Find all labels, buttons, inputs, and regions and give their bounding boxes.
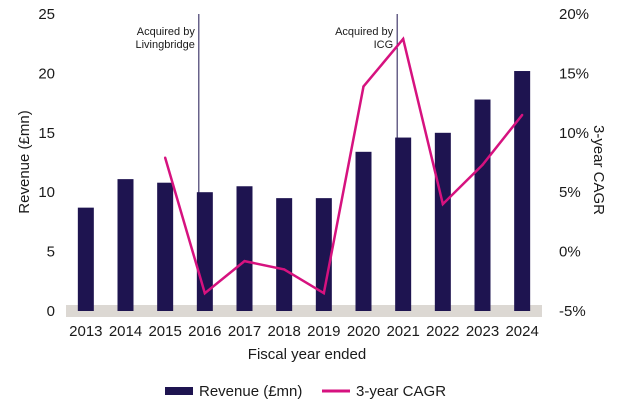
- y-right-tick-label: 5%: [559, 184, 581, 201]
- cagr-point: [441, 202, 445, 206]
- cagr-line: [163, 36, 524, 296]
- x-tick-label: 2018: [267, 323, 300, 340]
- y-tick-label: 10: [38, 184, 55, 201]
- x-tick-label: 2013: [69, 323, 102, 340]
- y-right-tick-label: 0%: [559, 244, 581, 261]
- x-tick-label: 2019: [307, 323, 340, 340]
- acquisition-label: Livingbridge: [136, 39, 195, 51]
- x-tick-label: 2023: [466, 323, 499, 340]
- x-axis: 2013 2014 2015 2016 2017 2018 2019 2020 2021 2022…: [69, 323, 539, 340]
- cagr-point: [282, 268, 286, 271]
- y-tick-label: 25: [38, 6, 55, 23]
- revenue-bar: [355, 151, 372, 311]
- cagr-point: [401, 37, 405, 41]
- cagr-point: [481, 163, 484, 167]
- y-tick-label: 20: [38, 65, 55, 82]
- cagr-point: [520, 113, 524, 117]
- cagr-point: [203, 291, 207, 295]
- revenue-bar: [395, 137, 412, 311]
- legend-label-cagr: 3-year CAGR: [356, 383, 446, 400]
- x-tick-label: 2017: [228, 323, 261, 340]
- revenue-bar: [117, 179, 134, 311]
- y-right-tick-label: -5%: [559, 303, 586, 320]
- y-axis-right-title: 3-year CAGR: [590, 125, 607, 215]
- y-tick-label: 15: [38, 125, 55, 142]
- legend-label-revenue: Revenue (£mn): [199, 383, 302, 400]
- y-right-tick-label: 10%: [559, 125, 589, 142]
- cagr-point: [163, 156, 167, 159]
- legend-swatch-revenue: [165, 387, 193, 395]
- cagr-point: [322, 291, 326, 295]
- revenue-bar: [236, 186, 253, 311]
- x-axis-title: Fiscal year ended: [248, 346, 366, 363]
- revenue-bars: [77, 71, 531, 311]
- legend: Revenue (£mn) 3-year CAGR: [165, 383, 446, 400]
- y-axis-title: Revenue (£mn): [16, 110, 33, 213]
- x-tick-label: 2022: [426, 323, 459, 340]
- x-tick-label: 2021: [386, 323, 419, 340]
- revenue-bar: [77, 207, 94, 311]
- x-tick-label: 2016: [188, 323, 221, 340]
- x-tick-label: 2014: [109, 323, 142, 340]
- cagr-line-group: [163, 36, 524, 296]
- acquisition-label: Acquired by: [335, 26, 394, 38]
- revenue-bar: [276, 198, 293, 311]
- left-axis: 0 5 10 15 20 25: [38, 6, 55, 320]
- revenue-bar: [315, 198, 332, 311]
- y-right-tick-label: 15%: [559, 65, 589, 82]
- x-tick-label: 2015: [148, 323, 181, 340]
- x-tick-label: 2020: [347, 323, 380, 340]
- y-tick-label: 0: [47, 303, 55, 320]
- acquisition-label: ICG: [374, 39, 394, 51]
- x-tick-label: 2024: [505, 323, 538, 340]
- y-tick-label: 5: [47, 244, 55, 261]
- baseline-band: [66, 305, 542, 317]
- y-right-tick-label: 20%: [559, 6, 589, 23]
- cagr-point: [243, 259, 246, 263]
- right-axis: -5% 0% 5% 10% 15% 20%: [559, 6, 589, 320]
- revenue-bar: [514, 71, 531, 311]
- cagr-point: [362, 85, 365, 88]
- acquisition-label: Acquired by: [137, 26, 196, 38]
- revenue-bar: [434, 132, 451, 311]
- revenue-bar: [474, 99, 491, 311]
- revenue-bar: [157, 182, 174, 311]
